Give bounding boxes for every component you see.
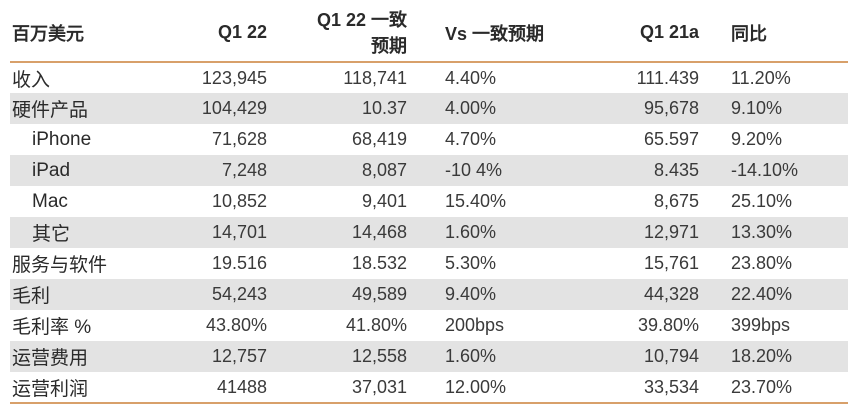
cell-q1-22: 104,429 [157, 93, 277, 124]
cell-q1-22: 43.80% [205, 315, 267, 335]
cell-yoy: 13.30% [709, 217, 848, 248]
cell-q1-22: 14,701 [157, 217, 277, 248]
cell-consensus: 41.80% [345, 315, 407, 335]
financial-results-table: 百万美元 Q1 22 Q1 22 一致 预期 Vs 一致预期 Q1 21a 同比… [10, 4, 848, 404]
cell-consensus: 18.532 [351, 253, 407, 273]
cell-yoy: 9.20% [731, 129, 783, 149]
cell-q1-21a: 65.597 [643, 129, 699, 149]
cell-vs-consensus: 15.40% [445, 191, 507, 211]
cell-q1-21a: 10,794 [585, 341, 709, 372]
cell-vs-consensus: 1.60% [417, 341, 585, 372]
row-label: iPhone [32, 128, 92, 150]
cell-vs-consensus: 4.00% [417, 93, 585, 124]
row-label: iPad [10, 155, 157, 186]
row-label: 硬件产品 [10, 93, 157, 124]
cell-vs-consensus: 200bps [445, 315, 505, 335]
header-vs-consensus: Vs 一致预期 [445, 23, 545, 44]
cell-q1-22: 12,757 [157, 341, 277, 372]
header-label: 百万美元 [12, 23, 84, 44]
table-row-ipad: iPad 7,248 8,087 -10 4% 8.435 -14.10% [10, 155, 848, 186]
header-q1-22: Q1 22 [217, 22, 267, 42]
table-row-gross-margin: 毛利率 % 43.80% 41.80% 200bps 39.80% 399bps [10, 310, 848, 341]
cell-q1-22: 19.516 [211, 253, 267, 273]
cell-vs-consensus: -10 4% [417, 155, 585, 186]
header-consensus: Q1 22 一致 预期 [277, 4, 417, 62]
cell-yoy: -14.10% [709, 155, 848, 186]
row-label: Mac [32, 190, 68, 212]
cell-consensus: 14,468 [277, 217, 417, 248]
cell-yoy: 25.10% [731, 191, 793, 211]
table-row-operating-profit: 运营利润 41488 37,031 12.00% 33,534 23.70% [10, 372, 848, 403]
cell-consensus: 12,558 [277, 341, 417, 372]
header-consensus-line2: 预期 [371, 35, 407, 56]
cell-consensus: 37,031 [351, 376, 407, 397]
cell-q1-21a: 8.435 [585, 155, 709, 186]
cell-consensus: 68,419 [351, 129, 407, 149]
header-yoy: 同比 [731, 23, 767, 44]
cell-vs-consensus: 4.40% [445, 67, 497, 88]
cell-q1-21a: 15,761 [643, 253, 699, 273]
row-label: 服务与软件 [12, 255, 108, 276]
cell-yoy: 18.20% [709, 341, 848, 372]
row-label: 运营利润 [12, 378, 89, 400]
row-label: 运营费用 [10, 341, 157, 372]
cell-yoy: 11.20% [731, 67, 791, 88]
cell-q1-21a: 95,678 [585, 93, 709, 124]
cell-consensus: 10.37 [277, 93, 417, 124]
cell-vs-consensus: 5.30% [445, 253, 497, 273]
cell-vs-consensus: 12.00% [445, 376, 507, 397]
cell-q1-22: 7,248 [157, 155, 277, 186]
row-label: 收入 [12, 69, 51, 91]
table-row-gross-profit: 毛利 54,243 49,589 9.40% 44,328 22.40% [10, 279, 848, 310]
cell-q1-21a: 44,328 [585, 279, 709, 310]
cell-yoy: 399bps [731, 315, 791, 335]
cell-q1-22: 41488 [216, 376, 267, 397]
cell-vs-consensus: 4.70% [445, 129, 497, 149]
cell-consensus: 8,087 [277, 155, 417, 186]
cell-yoy: 22.40% [709, 279, 848, 310]
table-row-iphone: iPhone 71,628 68,419 4.70% 65.597 9.20% [10, 124, 848, 155]
row-label: 其它 [10, 217, 157, 248]
row-label: 毛利 [10, 279, 157, 310]
table-row-other: 其它 14,701 14,468 1.60% 12,971 13.30% [10, 217, 848, 248]
header-consensus-line1: Q1 22 一致 [316, 9, 407, 30]
cell-q1-21a: 33,534 [643, 376, 699, 397]
table-header-row: 百万美元 Q1 22 Q1 22 一致 预期 Vs 一致预期 Q1 21a 同比 [10, 4, 848, 62]
cell-vs-consensus: 1.60% [417, 217, 585, 248]
table-row-operating-expenses: 运营费用 12,757 12,558 1.60% 10,794 18.20% [10, 341, 848, 372]
cell-q1-21a: 12,971 [585, 217, 709, 248]
table-row-hardware: 硬件产品 104,429 10.37 4.00% 95,678 9.10% [10, 93, 848, 124]
header-q1-21a: Q1 21a [639, 22, 699, 42]
cell-q1-22: 123,945 [201, 67, 267, 88]
table-row-services: 服务与软件 19.516 18.532 5.30% 15,761 23.80% [10, 248, 848, 279]
cell-consensus: 118,741 [343, 67, 407, 88]
cell-q1-22: 10,852 [211, 191, 267, 211]
cell-yoy: 23.70% [731, 376, 793, 397]
cell-consensus: 9,401 [361, 191, 407, 211]
table-row-revenue: 收入 123,945 118,741 4.40% 111.439 11.20% [10, 62, 848, 93]
cell-q1-22: 71,628 [211, 129, 267, 149]
cell-yoy: 23.80% [731, 253, 793, 273]
row-label: 毛利率 % [12, 317, 92, 338]
cell-consensus: 49,589 [277, 279, 417, 310]
cell-yoy: 9.10% [709, 93, 848, 124]
cell-q1-21a: 111.439 [636, 67, 699, 88]
cell-q1-21a: 8,675 [653, 191, 699, 211]
cell-q1-21a: 39.80% [637, 315, 699, 335]
cell-q1-22: 54,243 [157, 279, 277, 310]
table-row-mac: Mac 10,852 9,401 15.40% 8,675 25.10% [10, 186, 848, 217]
cell-vs-consensus: 9.40% [417, 279, 585, 310]
